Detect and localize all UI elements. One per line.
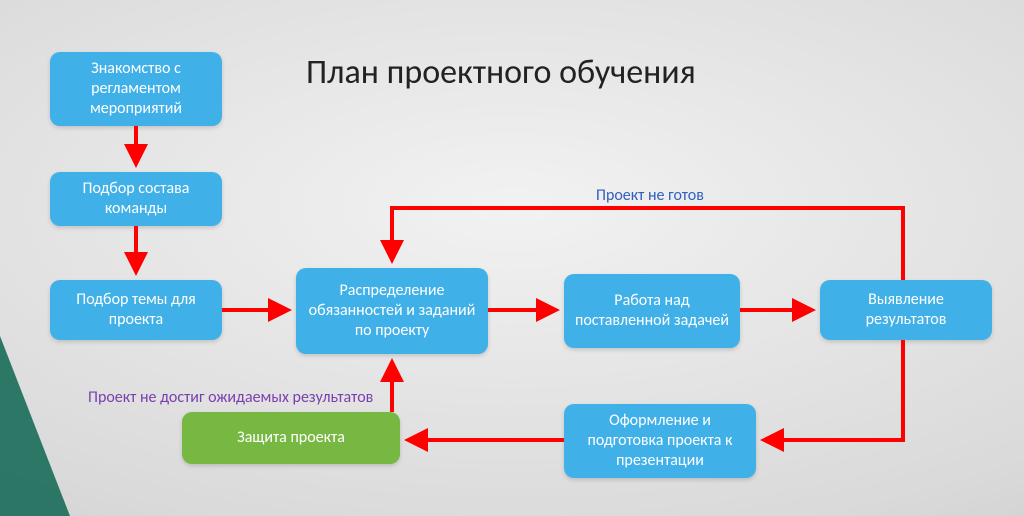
edge-label-not-passed: Проект не достиг ожидаемых результатов <box>88 388 373 407</box>
edge-label-not-ready: Проект не готов <box>596 186 704 205</box>
node-intro: Знакомство с регламентом мероприятий <box>50 52 222 126</box>
node-presentation: Оформление и подготовка проекта к презен… <box>564 404 756 478</box>
page-title: План проектного обучения <box>306 52 696 93</box>
corner-decoration <box>0 336 70 516</box>
node-defense: Защита проекта <box>182 412 400 464</box>
node-work: Работа над поставленной задачей <box>564 274 740 348</box>
node-results: Выявление результатов <box>820 280 992 340</box>
arrow-e6 <box>764 340 903 440</box>
node-tasks: Распределение обязанностей и заданий по … <box>296 268 488 354</box>
node-team: Подбор состава команды <box>50 172 222 226</box>
node-topic: Подбор темы для проекта <box>50 280 222 340</box>
